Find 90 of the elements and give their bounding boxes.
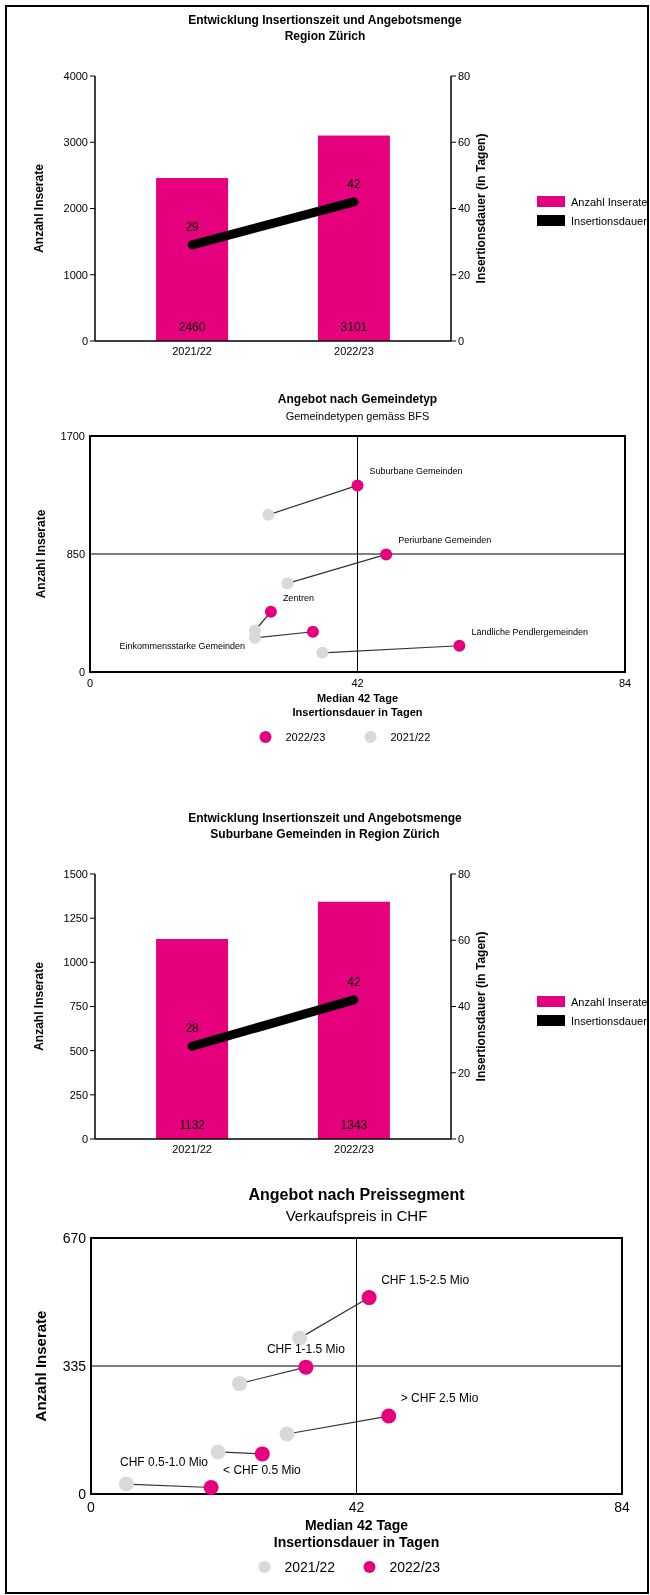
y2-tick-label: 80 <box>458 69 471 82</box>
x-tick-label: 42 <box>351 677 364 689</box>
y-tick-label: 1000 <box>63 956 88 969</box>
y2-tick-label: 20 <box>458 268 471 281</box>
data-label: 1132 <box>179 1118 206 1132</box>
annotation: Einkommensstarke Gemeinden <box>119 640 245 651</box>
annotation: < CHF 0.5 Mio <box>223 1462 302 1477</box>
annotation: Periurbane Gemeinden <box>398 535 492 546</box>
y-tick-label: 335 <box>62 1357 87 1374</box>
data-label: 42 <box>347 176 361 191</box>
point <box>306 625 319 638</box>
y2-tick-label: 40 <box>458 1000 471 1013</box>
x-tick-label: 42 <box>348 1499 365 1515</box>
y2-tick-label: 60 <box>458 934 471 947</box>
y-tick-label: 250 <box>69 1088 88 1101</box>
y-tick-label: 0 <box>78 665 85 678</box>
data-label: 42 <box>347 974 361 989</box>
chart-title: Angebot nach Preissegment <box>248 1186 466 1203</box>
point <box>381 1408 397 1424</box>
data-label: 28 <box>185 1021 200 1036</box>
y2-axis-title: Insertionsdauer (in Tagen) <box>474 931 488 1082</box>
y2-tick-label: 20 <box>458 1066 471 1079</box>
point <box>361 1290 377 1306</box>
point <box>232 1376 248 1392</box>
y2-tick-label: 60 <box>458 136 471 149</box>
point <box>298 1359 314 1375</box>
y2-tick-label: 0 <box>458 1132 465 1145</box>
annotation: CHF 0.5-1.0 Mio <box>120 1454 209 1469</box>
y2-tick-label: 40 <box>458 202 471 215</box>
y-tick-label: 0 <box>81 1132 88 1145</box>
data-label: 29 <box>185 219 200 234</box>
chart-title: Entwicklung Insertionszeit und Angebotsmenge Suburbane Gemeinden in Region Zürich <box>188 811 463 841</box>
legend-label: Insertionsdauer <box>571 215 648 227</box>
y-tick-label: 0 <box>81 334 88 347</box>
point <box>380 548 393 561</box>
y-tick-label: 2000 <box>63 202 88 215</box>
point <box>264 605 277 618</box>
point <box>279 1426 295 1442</box>
point <box>281 577 294 590</box>
point <box>203 1480 219 1495</box>
y-tick-label: 1700 <box>60 429 85 442</box>
legend-label: Anzahl Inserate <box>571 196 648 208</box>
y-tick-label: 0 <box>78 1485 87 1502</box>
x-axis-title: Median 42 Tage Insertionsdauer in Tagen <box>292 692 423 718</box>
chart-title: Angebot nach Gemeindetyp <box>277 392 438 406</box>
annotation: Zentren <box>282 592 314 603</box>
y-tick-label: 750 <box>69 1000 88 1013</box>
y-axis-title: Anzahl Inserate <box>32 1310 49 1422</box>
point <box>254 1446 270 1462</box>
point <box>118 1476 134 1492</box>
y-axis-title: Anzahl Inserate <box>32 163 46 253</box>
y-axis-title: Anzahl Inserate <box>32 961 46 1051</box>
x-axis-title: Median 42 Tage Insertionsdauer in Tagen <box>273 1517 440 1550</box>
annotation: > CHF 2.5 Mio <box>400 1391 479 1406</box>
y2-tick-label: 0 <box>458 334 465 347</box>
annotation: Ländliche Pendlergemeinden <box>471 626 588 637</box>
point <box>453 639 466 652</box>
data-label: 1343 <box>340 1118 368 1132</box>
y2-tick-label: 80 <box>458 867 471 880</box>
y-tick-label: 670 <box>62 1229 87 1246</box>
x-tick-label: 84 <box>614 1499 630 1515</box>
legend-label: 2022/23 <box>389 1558 441 1575</box>
annotation: CHF 1.5-2.5 Mio <box>381 1272 470 1287</box>
y-tick-label: 850 <box>66 547 85 560</box>
data-label: 3101 <box>340 320 368 334</box>
point <box>316 646 329 659</box>
chart-title: Entwicklung Insertionszeit und Angebotsmenge Region Zürich <box>188 13 463 43</box>
point <box>292 1330 308 1346</box>
y-tick-label: 1250 <box>63 912 88 925</box>
chart-subtitle: Verkaufspreis in CHF <box>285 1207 428 1224</box>
legend-label: 2021/22 <box>284 1558 336 1575</box>
legend-label: 2021/22 <box>390 730 431 743</box>
annotation: Suburbane Gemeinden <box>369 466 463 477</box>
legend-label: Insertionsdauer <box>571 1015 648 1027</box>
point <box>210 1444 226 1460</box>
annotation: CHF 1-1.5 Mio <box>266 1342 346 1357</box>
chart-subtitle: Gemeindetypen gemäss BFS <box>285 410 430 422</box>
y2-axis-title: Insertionsdauer (in Tagen) <box>474 133 488 284</box>
point <box>262 508 275 521</box>
legend-label: Anzahl Inserate <box>571 996 648 1008</box>
y-tick-label: 500 <box>69 1044 88 1057</box>
point <box>351 479 364 492</box>
y-tick-label: 1000 <box>63 268 88 281</box>
y-tick-label: 1500 <box>63 867 88 880</box>
legend-label: 2022/23 <box>285 730 326 743</box>
x-tick-label: 84 <box>618 677 632 689</box>
data-label: 2460 <box>178 320 206 334</box>
y-axis-title: Anzahl Inserate <box>34 509 48 599</box>
y-tick-label: 4000 <box>63 69 88 82</box>
y-tick-label: 3000 <box>63 136 88 149</box>
